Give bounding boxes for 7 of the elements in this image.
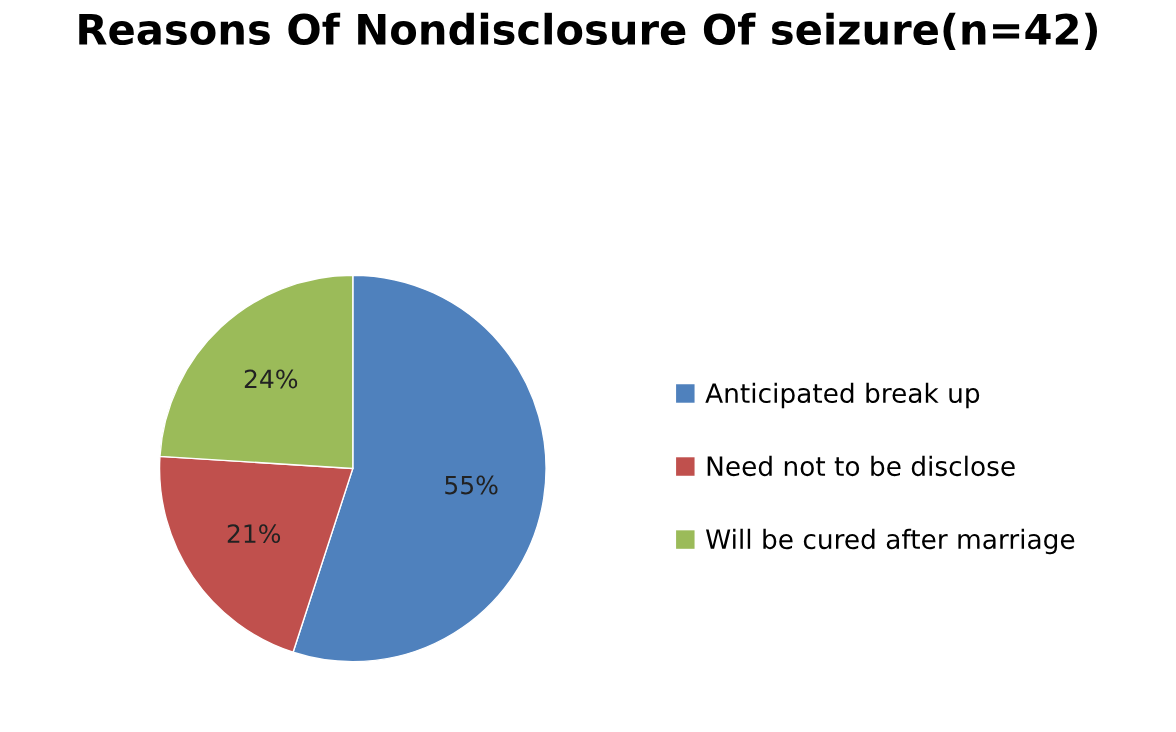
legend-label: Will be cured after marriage: [705, 528, 1075, 555]
chart-title: Reasons Of Nondisclosure Of seizure(n=42): [79, 12, 1097, 50]
legend-label: Anticipated break up: [705, 382, 980, 409]
legend-label: Need not to be disclose: [707, 455, 1015, 477]
data-label: 21%: [227, 524, 281, 544]
data-label: 24%: [244, 369, 298, 389]
data-label: 55%: [445, 475, 498, 495]
